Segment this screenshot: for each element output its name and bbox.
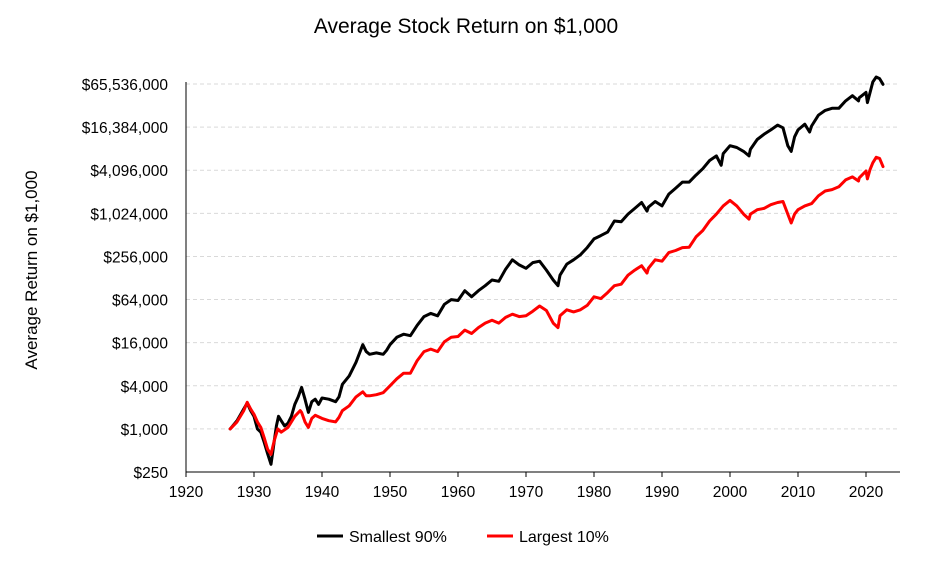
- y-tick-label: $4,000: [121, 379, 169, 396]
- y-tick-label: $1,024,000: [90, 206, 168, 223]
- x-tick-label: 1980: [577, 484, 612, 501]
- y-tick-label: $250: [134, 465, 169, 482]
- x-tick-label: 1920: [169, 484, 204, 501]
- legend: Smallest 90% Largest 10%: [317, 529, 609, 546]
- y-axis-label: Average Return on $1,000: [22, 170, 41, 369]
- grid-lines: [186, 83, 900, 430]
- series-lines: [228, 75, 885, 466]
- y-tick-label: $64,000: [112, 293, 168, 310]
- series-line-smallest-90: [228, 75, 885, 466]
- y-tick-label: $1,000: [121, 422, 169, 439]
- x-tick-labels: 1920 1930 1940 1950 1960 1970 1980 1990 2000 2010…: [169, 484, 884, 501]
- x-tick-label: 1960: [441, 484, 476, 501]
- x-tick-label: 1940: [305, 484, 340, 501]
- x-tick-label: 1970: [509, 484, 544, 501]
- series-line-largest-10: [228, 155, 885, 456]
- x-tick-label: 1990: [645, 484, 680, 501]
- x-tick-label: 1950: [373, 484, 408, 501]
- y-tick-label: $16,384,000: [82, 120, 169, 137]
- x-tick-label: 2010: [781, 484, 816, 501]
- y-tick-labels: $250 $1,000 $4,000 $16,000 $64,000 $256,000 $1…: [82, 77, 169, 482]
- axes: [185, 82, 900, 477]
- y-tick-label: $65,536,000: [82, 77, 169, 94]
- x-tick-label: 2000: [713, 484, 748, 501]
- y-tick-label: $256,000: [103, 249, 168, 266]
- y-tick-label: $16,000: [112, 336, 168, 353]
- y-tick-label: $4,096,000: [90, 163, 168, 180]
- legend-label-largest-10: Largest 10%: [519, 529, 609, 546]
- x-tick-label: 1930: [237, 484, 272, 501]
- legend-label-smallest-90: Smallest 90%: [349, 529, 447, 546]
- x-tick-label: 2020: [849, 484, 884, 501]
- chart-title: Average Stock Return on $1,000: [314, 15, 618, 38]
